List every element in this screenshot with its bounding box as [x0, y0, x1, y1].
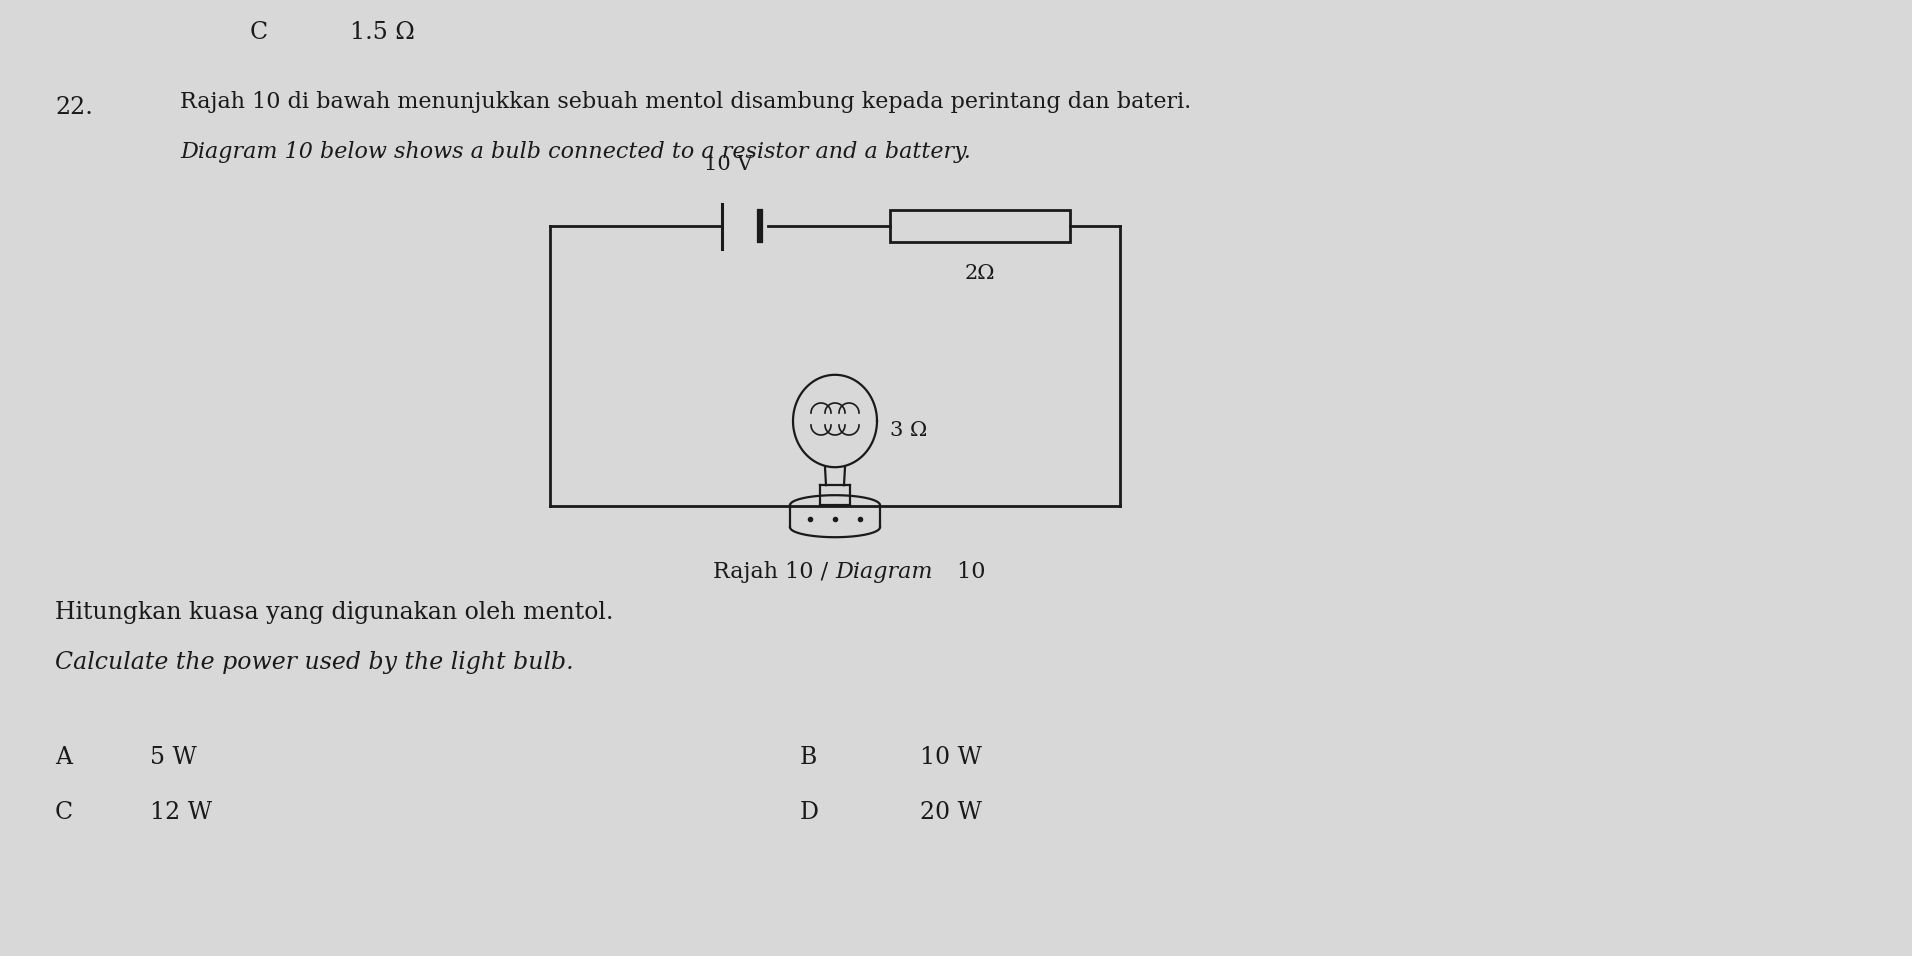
Text: 10 V: 10 V: [704, 155, 751, 174]
Text: Rajah 10 di bawah menunjukkan sebuah mentol disambung kepada perintang dan bater: Rajah 10 di bawah menunjukkan sebuah men…: [180, 91, 1191, 113]
Text: B: B: [799, 746, 816, 769]
Text: 1.5 Ω: 1.5 Ω: [350, 21, 415, 44]
Text: 10 W: 10 W: [920, 746, 983, 769]
Text: Diagram: Diagram: [836, 561, 933, 583]
Text: 5 W: 5 W: [149, 746, 197, 769]
Text: Diagram 10 below shows a bulb connected to a resistor and a battery.: Diagram 10 below shows a bulb connected …: [180, 141, 971, 163]
Text: Hitungkan kuasa yang digunakan oleh mentol.: Hitungkan kuasa yang digunakan oleh ment…: [55, 601, 614, 624]
Text: C: C: [55, 801, 73, 824]
Text: A: A: [55, 746, 73, 769]
Text: Calculate the power used by the light bulb.: Calculate the power used by the light bu…: [55, 651, 574, 674]
Text: 12 W: 12 W: [149, 801, 212, 824]
Text: Rajah 10 /: Rajah 10 /: [713, 561, 836, 583]
Bar: [889, 210, 1071, 242]
Text: 22.: 22.: [55, 96, 94, 119]
Text: 3 Ω: 3 Ω: [889, 422, 927, 441]
Text: C: C: [250, 21, 268, 44]
Text: 20 W: 20 W: [920, 801, 983, 824]
Text: 10: 10: [950, 561, 985, 583]
Text: 2Ω: 2Ω: [966, 264, 996, 283]
Text: D: D: [799, 801, 818, 824]
